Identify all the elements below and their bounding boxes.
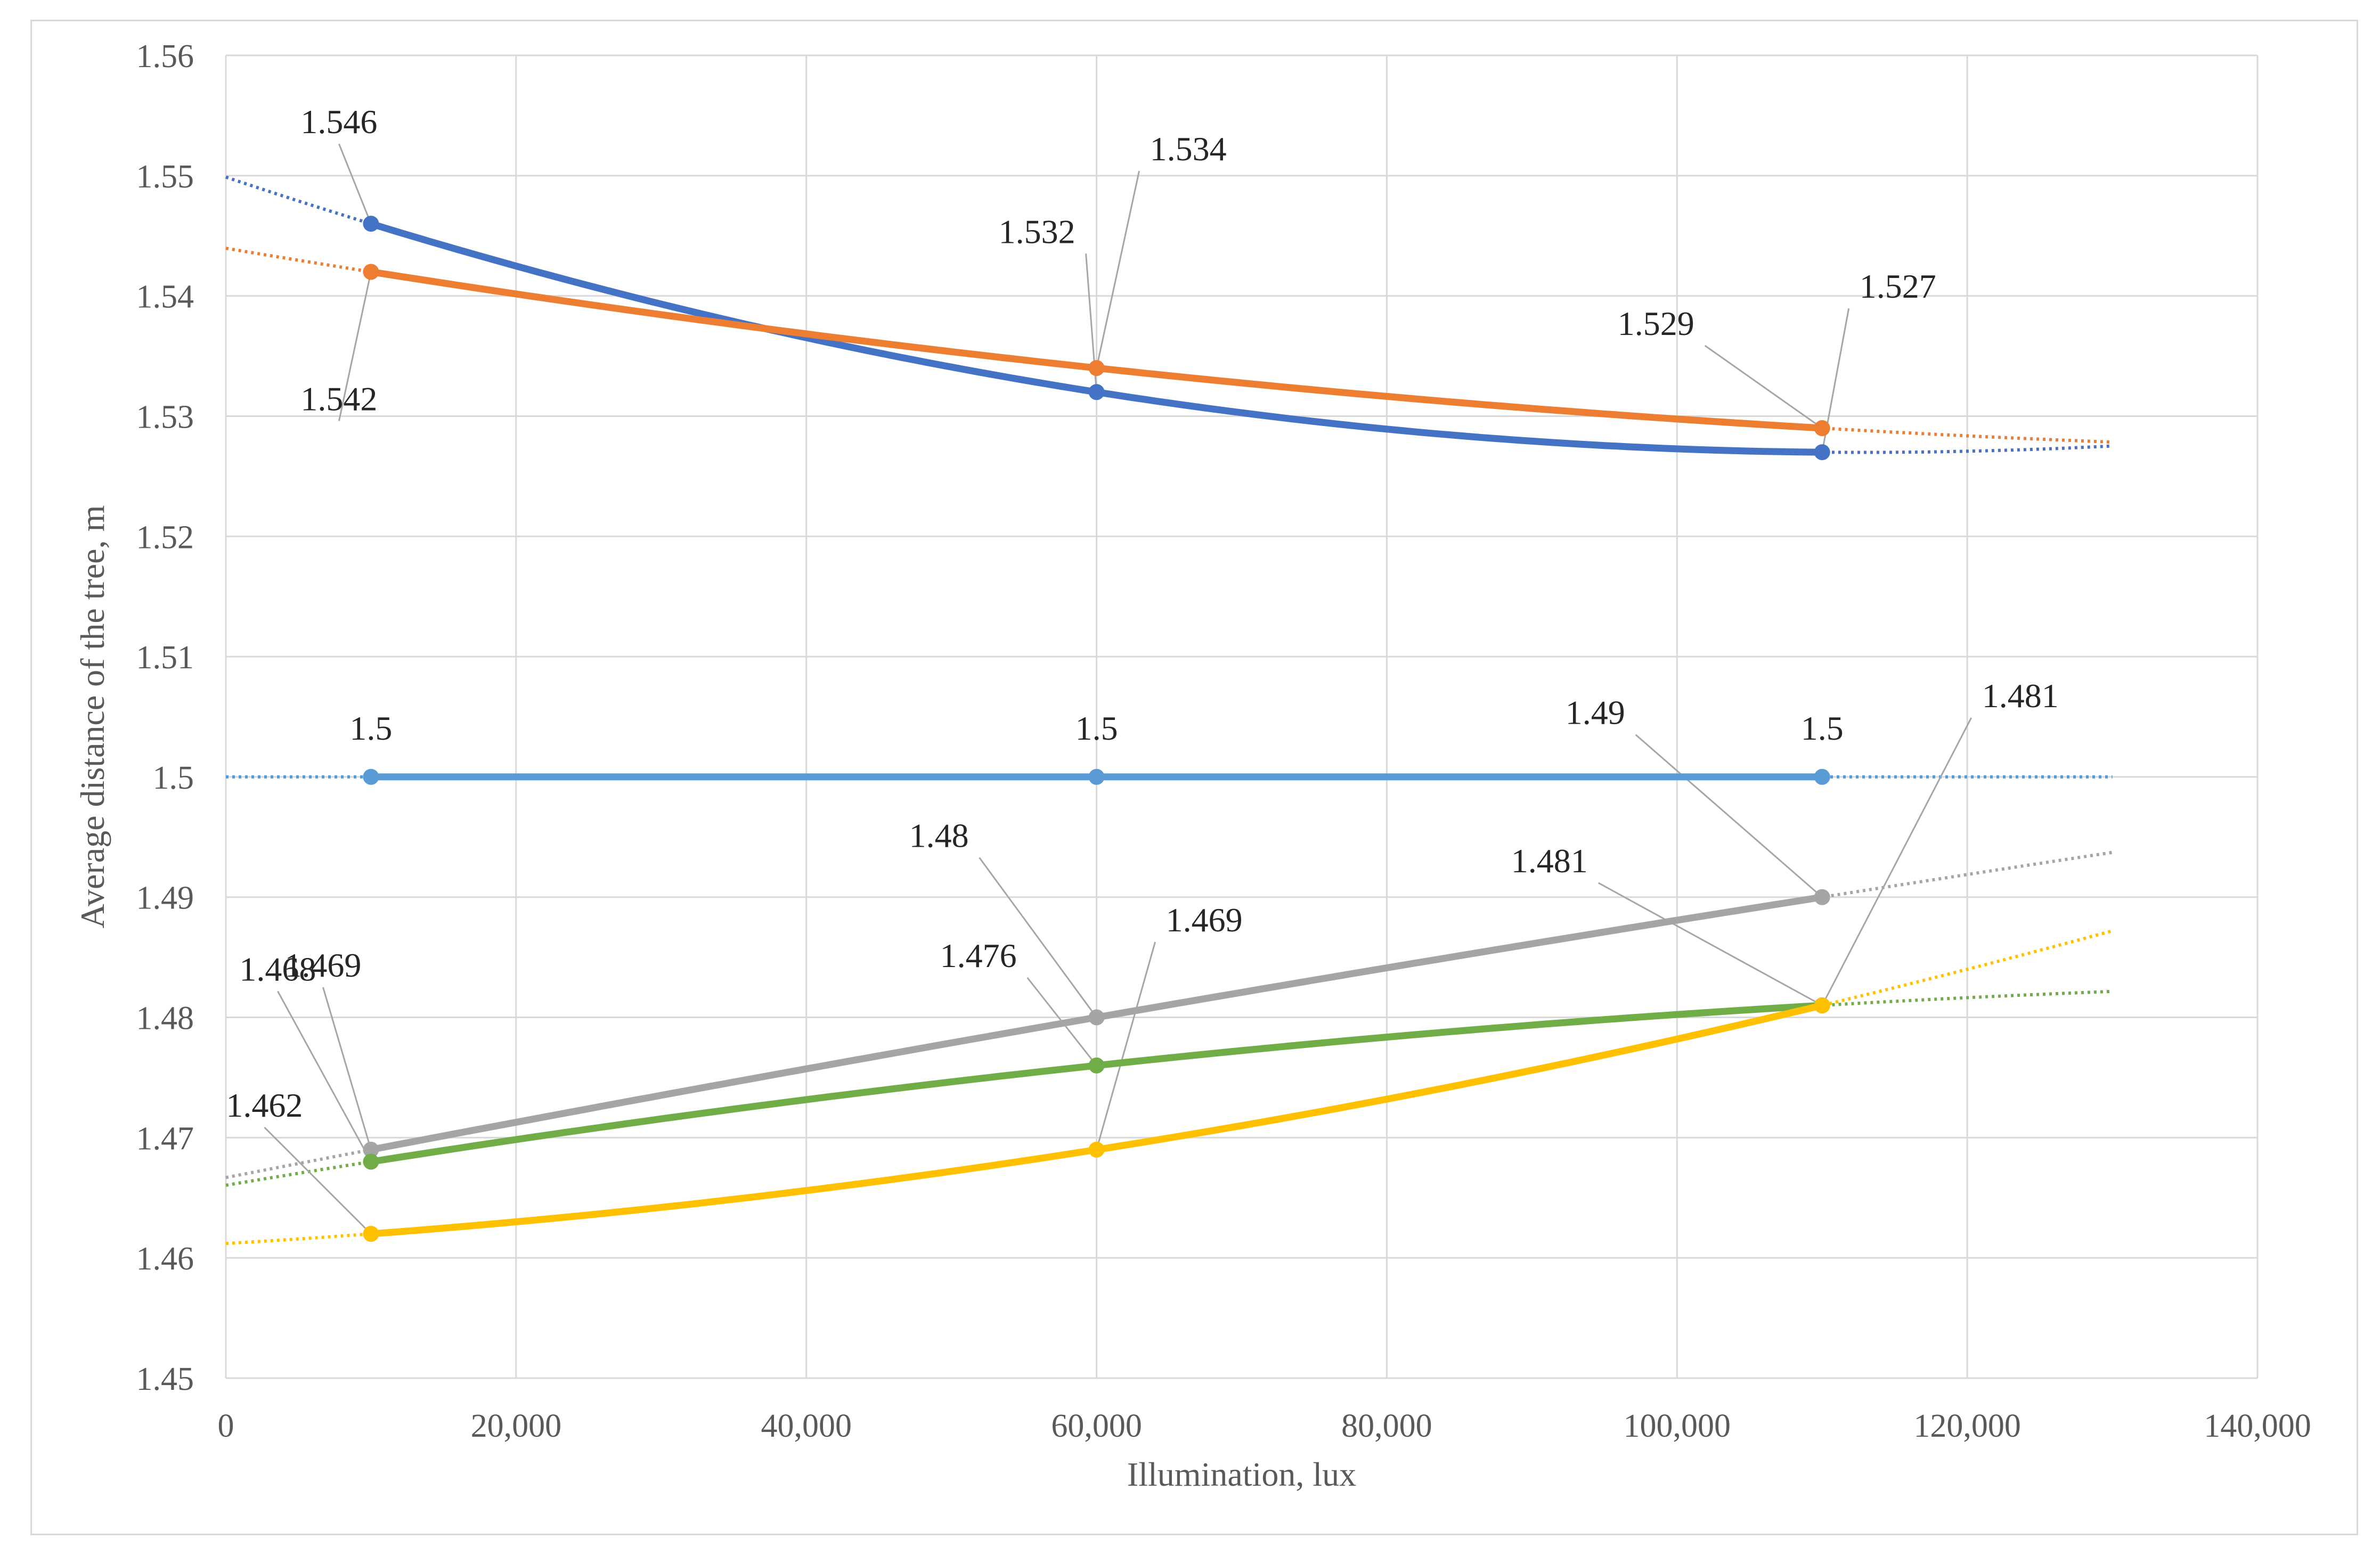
data-points: [363, 216, 1830, 1242]
data-labels: 1.546 1.532 1.527 1.542 1.534 1.529 1.5 1.5 1.5 1…: [226, 103, 2058, 1124]
series-dark-blue-point: [1088, 384, 1105, 400]
series-light-blue-data-label: 1.5: [349, 709, 392, 747]
y-tick-label: 1.52: [136, 519, 194, 555]
series-yellow-point: [1814, 997, 1830, 1013]
series-orange-point: [1088, 360, 1105, 376]
x-tick-label: 140,000: [2204, 1408, 2311, 1444]
series-gray-data-label: 1.48: [909, 817, 969, 855]
x-tick-label: 0: [218, 1408, 234, 1444]
series-dark-blue-data-label: 1.546: [300, 103, 377, 141]
series-orange-data-label: 1.529: [1618, 305, 1694, 342]
y-tick-label: 1.51: [136, 640, 194, 676]
series-gray-leader-line: [1635, 734, 1823, 898]
series-orange-data-label: 1.534: [1150, 130, 1227, 168]
series-gray-point: [363, 1141, 379, 1158]
gridlines: [225, 54, 2259, 1379]
y-axis-title: Average distance of the tree, m: [74, 505, 111, 929]
series-yellow-data-label: 1.481: [1982, 677, 2059, 715]
series-orange-leader-line: [1704, 345, 1823, 429]
x-tick-label: 40,000: [761, 1408, 852, 1444]
series-orange-leader-line: [338, 272, 372, 421]
series-gray-leader-line: [322, 987, 372, 1150]
x-tick-label: 20,000: [471, 1408, 562, 1444]
y-tick-label: 1.53: [136, 399, 194, 435]
series-orange-point: [363, 264, 379, 280]
x-tick-label: 100,000: [1624, 1408, 1731, 1444]
series-gray-leader-line: [979, 857, 1097, 1018]
series-light-blue-point: [1088, 768, 1105, 785]
series-orange-point: [1814, 420, 1830, 437]
y-tick-label: 1.54: [136, 279, 194, 315]
series-yellow-data-label: 1.469: [1166, 901, 1243, 939]
x-tick-label: 80,000: [1341, 1408, 1432, 1444]
label-leader-lines: [264, 143, 1973, 1235]
series-yellow-point: [363, 1226, 379, 1242]
series-orange-data-label: 1.542: [300, 380, 377, 417]
series-dark-blue-point: [363, 216, 379, 232]
series-yellow-data-label: 1.462: [226, 1086, 303, 1124]
series-green-leader-line: [1597, 882, 1823, 1006]
series-gray-data-label: 1.469: [284, 946, 361, 984]
series-green-point: [363, 1153, 379, 1170]
x-tick-label: 120,000: [1913, 1408, 2021, 1444]
series-light-blue-point: [1814, 768, 1830, 785]
y-tick-label: 1.5: [153, 760, 194, 796]
series-yellow-leader-line: [264, 1126, 372, 1235]
series-yellow-leader-line: [1821, 717, 1973, 1006]
x-axis-title: Illumination, lux: [1127, 1455, 1356, 1493]
y-tick-label: 1.49: [136, 880, 194, 916]
series-gray-point: [1814, 889, 1830, 905]
series-green-point: [1088, 1057, 1105, 1074]
series-gray-data-label: 1.49: [1566, 694, 1625, 732]
series-gray-point: [1088, 1009, 1105, 1026]
y-tick-label: 1.45: [136, 1361, 194, 1397]
series-green-data-label: 1.481: [1511, 842, 1588, 880]
series-orange-leader-line: [1096, 170, 1140, 368]
series-green-trendline: [225, 989, 2113, 1187]
x-tick-label: 60,000: [1051, 1408, 1142, 1444]
axis-tick-labels: 1.45 1.46 1.47 1.48 1.49 1.5 1.51 1.52 1.53 1.54 1…: [136, 38, 2311, 1444]
series-green-data-label: 1.476: [940, 937, 1017, 974]
series-light-blue-data-label: 1.5: [1075, 709, 1118, 747]
series-yellow-point: [1088, 1141, 1105, 1158]
series-green-data-label: 1.468: [239, 951, 316, 988]
series-dark-blue-leader-line: [338, 143, 372, 224]
series-dark-blue-point: [1814, 444, 1830, 461]
y-tick-label: 1.56: [136, 38, 194, 75]
series-yellow-trendline: [225, 929, 2113, 1246]
series-green-leader-line: [277, 990, 372, 1162]
series-dark-blue-data-label: 1.527: [1860, 267, 1936, 305]
y-tick-label: 1.46: [136, 1241, 194, 1277]
y-tick-label: 1.55: [136, 159, 194, 195]
series-light-blue-point: [363, 768, 379, 785]
y-tick-label: 1.48: [136, 1001, 194, 1037]
series-light-blue-data-label: 1.5: [1801, 709, 1844, 747]
series-dark-blue-data-label: 1.532: [999, 212, 1075, 250]
series-yellow-leader-line: [1096, 941, 1156, 1150]
y-tick-label: 1.47: [136, 1120, 194, 1157]
